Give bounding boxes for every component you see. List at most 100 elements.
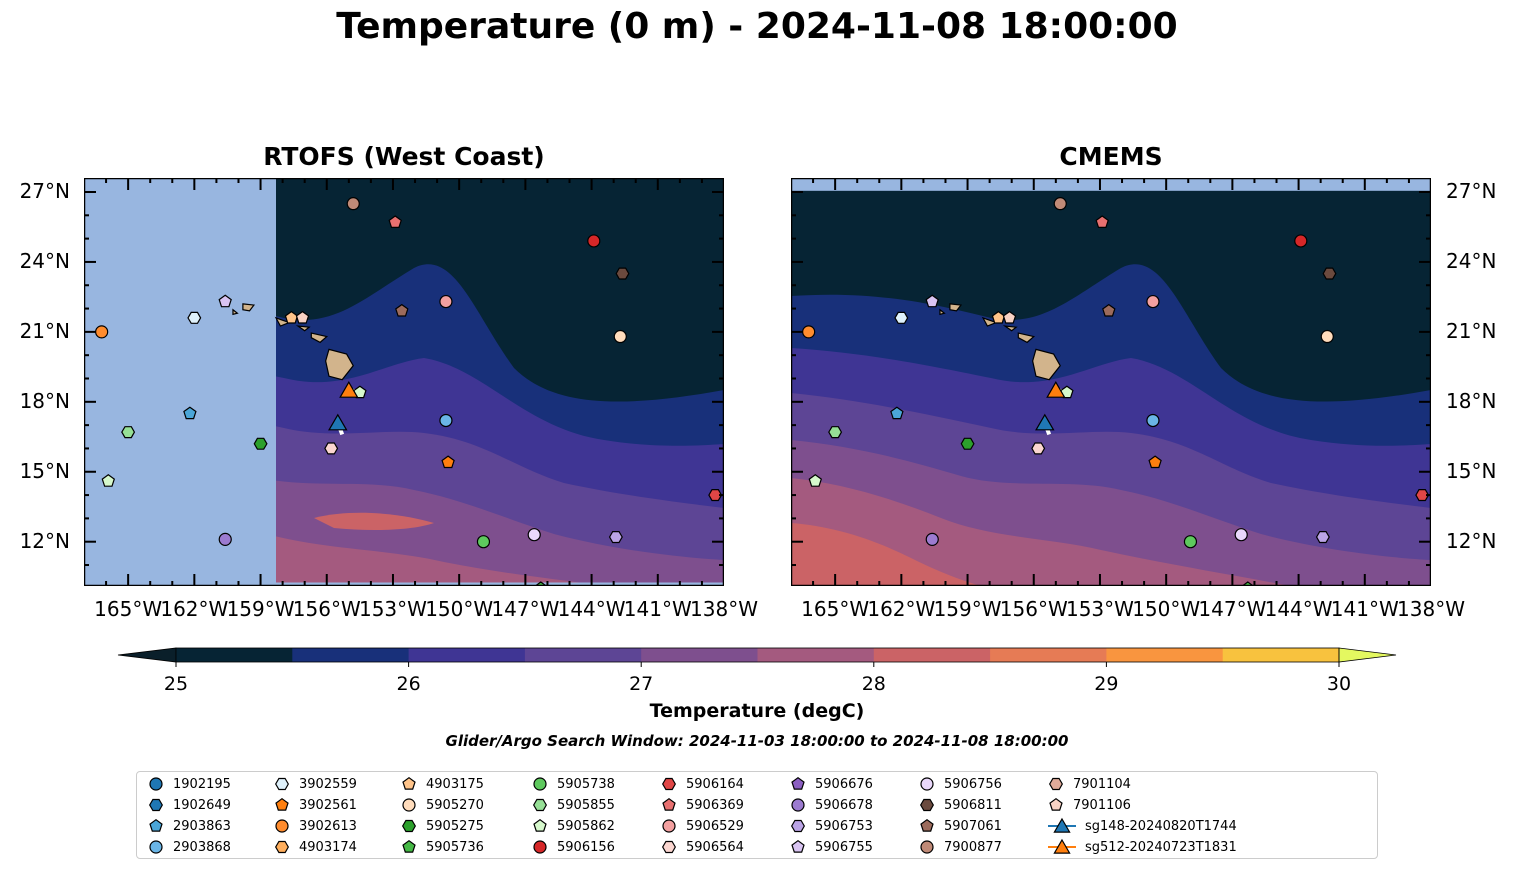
legend-item: sg512-20240723T1831 xyxy=(1047,837,1237,857)
legend-marker-icon xyxy=(1048,838,1076,854)
legend-item: 3902559 xyxy=(273,774,357,794)
marker-5907061 xyxy=(395,303,409,317)
search-window-label: Glider/Argo Search Window: 2024-11-03 18… xyxy=(445,732,1069,750)
colorbar-over-extension xyxy=(1338,647,1397,663)
rtofs-domain-mask xyxy=(84,178,276,586)
legend-label: 5906369 xyxy=(686,797,744,813)
legend-marker xyxy=(533,818,547,832)
lon-tick-label: 156°W xyxy=(999,597,1068,621)
lon-tick-label: 138°W xyxy=(1397,597,1465,621)
marker-2903863 xyxy=(183,406,197,420)
legend-marker-icon xyxy=(662,777,676,791)
lon-tick-label: 156°W xyxy=(292,597,361,621)
legend-label: sg512-20240723T1831 xyxy=(1085,839,1237,855)
legend-marker-icon xyxy=(662,840,676,854)
lon-tick-label: 150°W xyxy=(425,597,494,621)
legend-item: 7901104 xyxy=(1047,774,1131,794)
marker-7900877 xyxy=(346,197,360,211)
legend-marker xyxy=(662,777,676,791)
legend-item: 5906529 xyxy=(660,816,744,836)
legend-label: 5906164 xyxy=(686,776,744,792)
marker-5907061 xyxy=(1102,303,1116,317)
legend-item: 5906753 xyxy=(789,816,873,836)
legend-item: 5906156 xyxy=(531,837,615,857)
legend-label: 2903868 xyxy=(173,839,231,855)
cmems-domain-mask xyxy=(791,178,1431,191)
legend-item: 7900877 xyxy=(918,837,1002,857)
legend-item: 5905855 xyxy=(531,795,615,815)
legend-item: 5906564 xyxy=(660,837,744,857)
legend-marker-icon xyxy=(275,819,289,833)
legend-label: 5906676 xyxy=(815,776,873,792)
hawaiian-islands xyxy=(939,303,1061,381)
legend-marker xyxy=(1049,777,1063,791)
legend-marker xyxy=(402,839,416,853)
marker-5905738 xyxy=(1183,535,1198,549)
legend-item: 4903175 xyxy=(400,774,484,794)
legend-marker-icon xyxy=(791,819,805,833)
float-markers xyxy=(802,197,1430,586)
legend-marker xyxy=(791,819,805,833)
legend-label: 5906529 xyxy=(686,818,744,834)
lat-tick-label: 18°N xyxy=(1446,388,1497,413)
legend-label: 7900877 xyxy=(944,839,1002,855)
legend-marker xyxy=(920,818,934,832)
legend-label: 3902559 xyxy=(299,776,357,792)
marker-3902561 xyxy=(1148,455,1162,469)
lat-tick-label: 21°N xyxy=(19,318,70,343)
legend-marker xyxy=(402,819,416,833)
legend-item: 2903868 xyxy=(147,837,231,857)
legend: 1902195 1902649 2903863 2903868 3902559 39025… xyxy=(136,771,1378,859)
marker-sg148-20240820T1744 xyxy=(1035,413,1055,431)
marker-5906811 xyxy=(615,267,630,280)
legend-marker-icon xyxy=(402,839,416,853)
marker-sg512-20240723T1831 xyxy=(1046,380,1066,398)
colorbar-band xyxy=(757,648,875,662)
map-frame xyxy=(84,178,724,586)
marker-5905855 xyxy=(828,426,843,439)
legend-marker-icon xyxy=(1049,797,1063,811)
legend-item: 7901106 xyxy=(1047,795,1131,815)
legend-label: 4903174 xyxy=(299,839,357,855)
marker-5905738 xyxy=(476,535,491,549)
marker-5905275 xyxy=(960,437,975,450)
legend-label: 3902561 xyxy=(299,797,357,813)
legend-marker xyxy=(662,819,676,833)
marker-sg512-20240723T1831 xyxy=(339,380,359,398)
legend-label: 5905738 xyxy=(557,776,615,792)
lon-tick-label: 147°W xyxy=(1198,597,1267,621)
legend-marker-icon xyxy=(149,840,163,854)
lat-tick-label: 21°N xyxy=(1446,318,1497,343)
marker-5905855 xyxy=(121,426,136,439)
marker-5906811 xyxy=(1322,267,1337,280)
legend-marker-icon xyxy=(402,798,416,812)
marker-5905275 xyxy=(253,437,268,450)
colorbar-tick-label: 29 xyxy=(1094,673,1119,695)
colorbar-band xyxy=(873,648,991,662)
map-frame xyxy=(791,178,1431,586)
legend-label: 2903863 xyxy=(173,818,231,834)
marker-4903175 xyxy=(991,310,1006,324)
lat-tick-label: 12°N xyxy=(19,528,70,553)
temperature-field xyxy=(791,178,1431,586)
legend-item: 5906369 xyxy=(660,795,744,815)
lat-tick-label: 12°N xyxy=(1446,528,1497,553)
legend-marker-icon xyxy=(533,798,547,812)
legend-item: 5905275 xyxy=(400,816,484,836)
hawaiian-islands xyxy=(232,303,354,381)
marker-7901106 xyxy=(295,310,310,324)
legend-marker xyxy=(149,777,163,791)
legend-label: 5906564 xyxy=(686,839,744,855)
lon-tick-label: 147°W xyxy=(491,597,560,621)
legend-marker-icon xyxy=(920,777,934,791)
legend-marker-icon xyxy=(1048,817,1076,833)
marker-5906529 xyxy=(439,294,453,309)
legend-label: 4903175 xyxy=(426,776,484,792)
legend-item: 5906811 xyxy=(918,795,1002,815)
legend-label: 7901104 xyxy=(1073,776,1131,792)
legend-marker-icon xyxy=(275,777,289,791)
lon-tick-label: 141°W xyxy=(623,597,692,621)
marker-5906756 xyxy=(527,528,541,542)
lon-tick-label: 141°W xyxy=(1330,597,1399,621)
legend-marker-icon xyxy=(533,818,547,832)
